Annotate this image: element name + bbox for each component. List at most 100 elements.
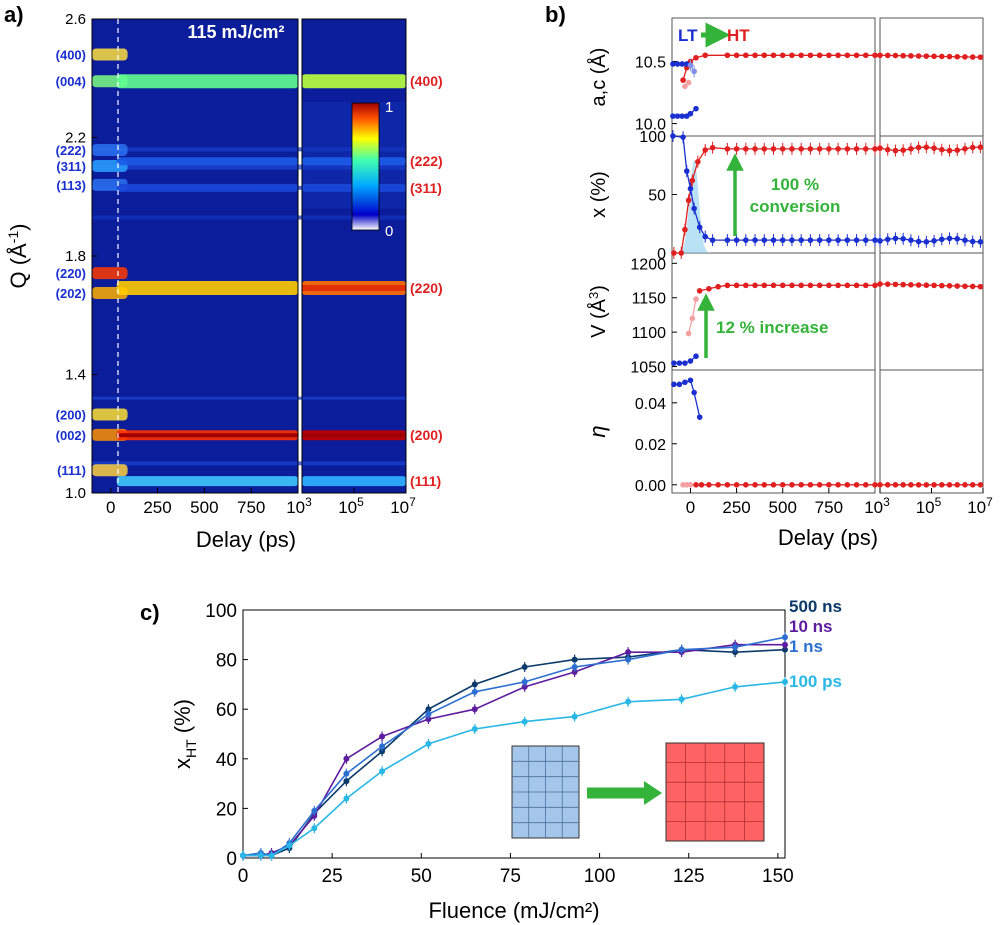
lt-fraction-point — [789, 237, 795, 243]
ht-volume-log-point — [939, 282, 945, 289]
volume-annotation: 12 % increase — [697, 293, 828, 358]
series-point — [521, 678, 528, 685]
ht-fraction-log-point — [915, 144, 922, 151]
series-point — [343, 778, 350, 785]
series-point — [257, 852, 264, 859]
series-point — [311, 825, 318, 832]
ht-volume-point — [696, 288, 703, 294]
lt-fraction-log-point — [892, 235, 899, 242]
ht-volume-point — [853, 282, 860, 289]
series-point — [471, 706, 478, 713]
legend-lt: LT — [678, 26, 698, 45]
ht-fraction-point — [689, 177, 696, 184]
lt-c-point — [693, 105, 699, 112]
series-point — [521, 664, 528, 671]
legend-ht: HT — [727, 26, 750, 45]
colorbar: 1 0 — [351, 99, 393, 240]
ht-peak-band — [116, 157, 299, 166]
x-tick-label-log: 105 — [338, 495, 364, 517]
subpanel-frame — [671, 369, 876, 494]
ht-fraction-point — [872, 146, 878, 152]
x-tick-label-log: 103 — [286, 495, 312, 517]
ht-fraction-log-point — [900, 147, 906, 154]
ht-lattice-log-point — [884, 52, 891, 59]
series-point — [471, 726, 478, 733]
axis-title-y: Q (Å-1) — [5, 223, 31, 288]
ht-eta-point — [798, 482, 804, 488]
y-tick-label: 1.0 — [65, 485, 86, 502]
y-tick-label: 0.00 — [635, 478, 666, 495]
peak-core — [302, 284, 406, 291]
lt-eta-point — [676, 381, 683, 388]
lt-eta-point — [687, 377, 694, 384]
lt-c-point — [674, 113, 681, 119]
ht-lattice-point — [680, 77, 686, 83]
ht-fraction-point — [671, 250, 677, 256]
series-point — [268, 852, 275, 859]
series-point — [425, 740, 432, 747]
lt-peak-label: (002) — [56, 428, 86, 443]
subpanel-frame-log — [879, 17, 984, 137]
ht-fraction-log-point — [962, 145, 968, 152]
ht-volume-point — [733, 282, 740, 289]
lt-fraction-point — [696, 224, 703, 231]
y-tick-label: 1050 — [630, 360, 666, 377]
series-label: 500 ns — [789, 597, 842, 616]
ht-fraction-log-point — [969, 144, 976, 151]
ht-eta-point — [743, 482, 749, 488]
ht-peak-band — [116, 74, 299, 89]
ht-peak-label: (111) — [410, 473, 441, 489]
ht-lattice-point — [826, 52, 832, 59]
series-point — [343, 795, 350, 802]
lt-fraction-log-point — [931, 238, 937, 244]
y-tick-label: 1.4 — [65, 367, 86, 384]
ht-lattice-point — [743, 52, 749, 59]
ht-lattice-point — [752, 52, 758, 59]
series-point — [425, 711, 432, 718]
series-point — [379, 733, 386, 740]
x-tick-label: 250 — [143, 498, 171, 517]
ht-volume-point — [789, 282, 795, 289]
lt-fraction-point — [709, 237, 716, 243]
ht-peak-band — [116, 280, 299, 295]
fluence-annotation: 115 mJ/cm² — [187, 22, 284, 42]
ht-eta-log-point — [915, 482, 922, 488]
series-point — [521, 718, 528, 725]
lt-fraction-log-point — [962, 237, 968, 244]
series-point — [571, 664, 578, 671]
ht-peak-label: (311) — [410, 180, 442, 196]
ht-volume-point — [872, 282, 878, 289]
y-tick-label: 100 — [639, 129, 666, 146]
heatmap-axes: (400)(004)(222)(311)(113)(220)(202)(200)… — [56, 11, 443, 517]
lt-fraction-log-point — [877, 238, 883, 244]
ht-lattice-point — [835, 52, 841, 59]
y-tick-label: 40 — [216, 750, 237, 771]
lt-fraction-point — [733, 237, 740, 243]
ht-eta-point — [862, 482, 869, 488]
ht-eta-point — [724, 482, 731, 488]
ht-lattice-point — [770, 52, 777, 59]
colorbar-max: 1 — [385, 99, 393, 116]
ht-lattice-point — [798, 52, 804, 59]
ht-eta-log-point — [939, 482, 945, 488]
ht-lattice-log-point — [946, 53, 953, 60]
lt-fraction-log-point — [915, 238, 922, 245]
ht-fade-point — [682, 83, 688, 90]
y-tick-label: 1200 — [630, 256, 666, 273]
subpanel-ylabel: x (%) — [588, 171, 610, 218]
panel-b-label: b) — [545, 2, 566, 27]
lt-peak-label: (200) — [56, 407, 86, 422]
ht-volume-log-point — [977, 283, 984, 290]
series-point — [471, 688, 478, 695]
series-point — [311, 807, 318, 814]
ht-volume-log-point — [946, 283, 953, 289]
ht-volume-point — [761, 282, 768, 289]
lt-fraction-point — [683, 168, 690, 174]
series-label: 10 ns — [789, 617, 832, 636]
ht-fraction-point — [816, 146, 823, 152]
x-tick-label: 25 — [322, 866, 343, 887]
ht-volume-log-point — [962, 283, 968, 290]
diffuse-band — [92, 215, 406, 220]
series-point — [379, 768, 386, 775]
lt-peak-band — [92, 143, 128, 156]
